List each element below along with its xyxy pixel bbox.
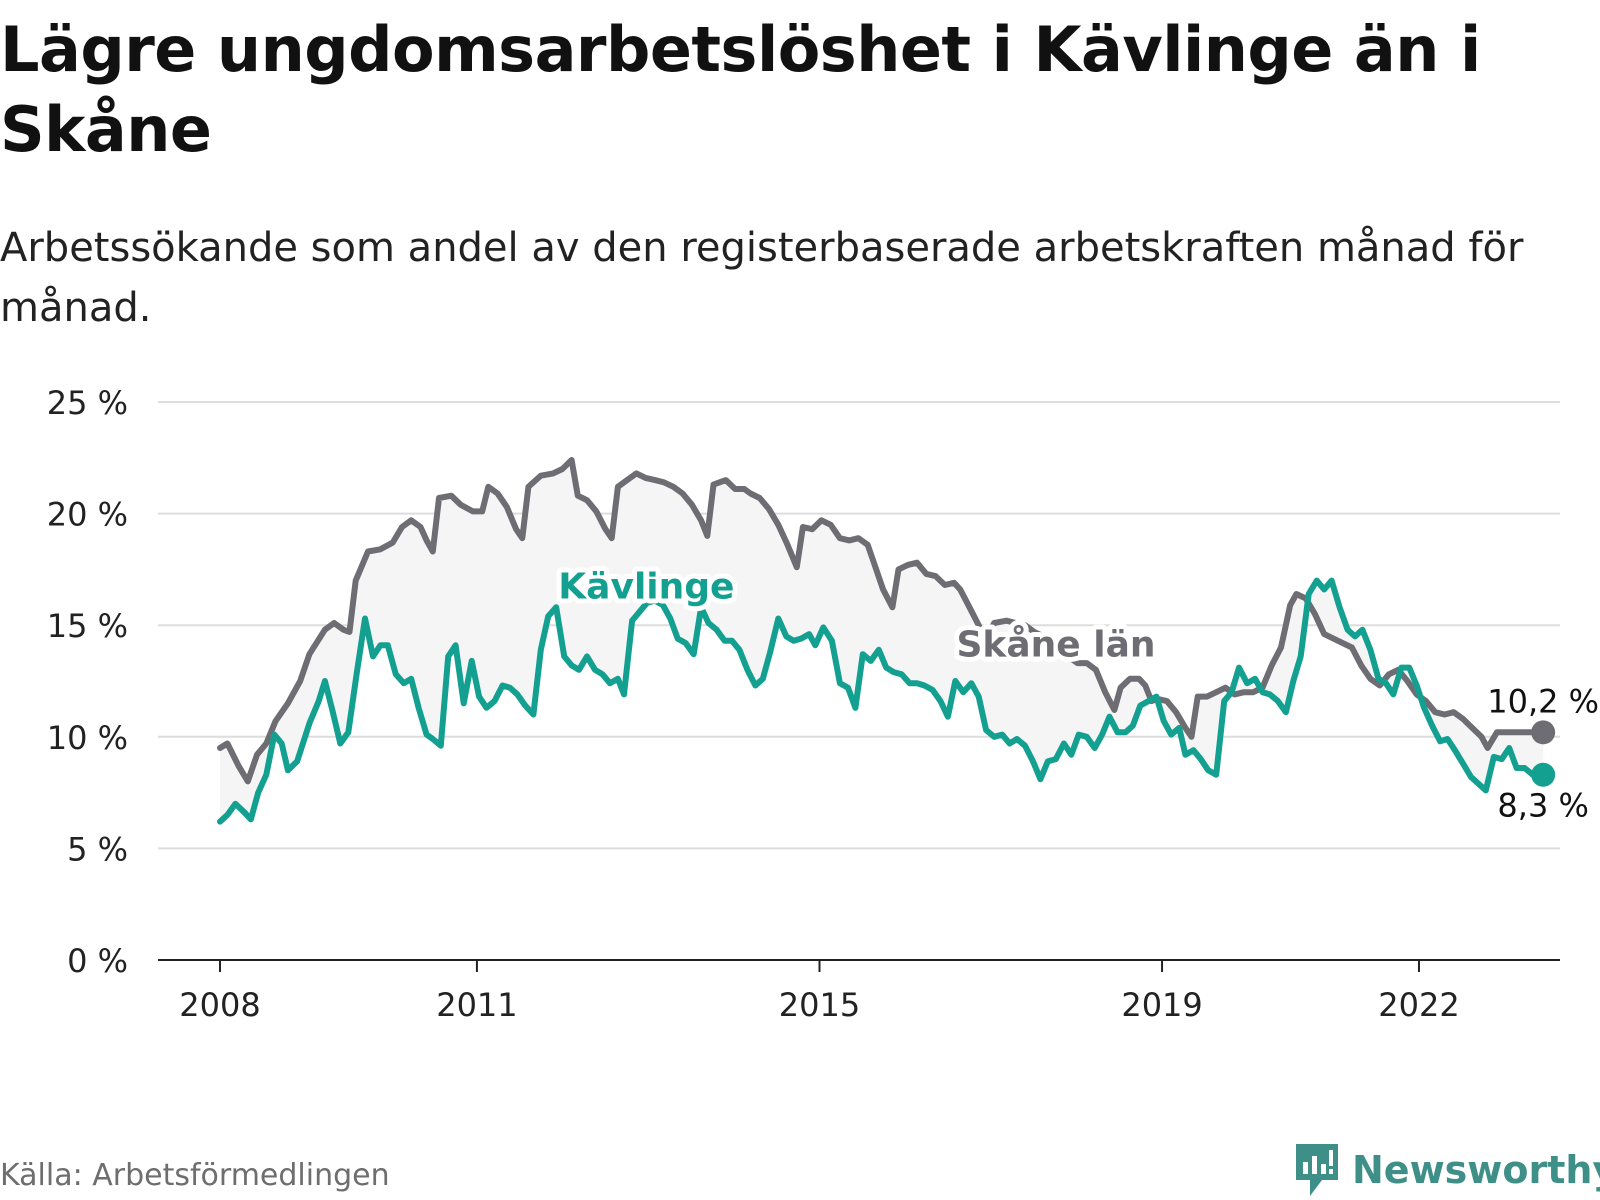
y-tick-label: 20 % bbox=[47, 496, 128, 534]
end-value-label-kavlinge: 8,3 % bbox=[1497, 787, 1588, 825]
y-tick-label: 15 % bbox=[47, 607, 128, 645]
end-point-kavlinge bbox=[1531, 762, 1556, 787]
chart-title: Lägre ungdomsarbetslöshet i Kävlinge än … bbox=[0, 13, 1481, 166]
brand-name: Newsworthy bbox=[1352, 1148, 1600, 1192]
series-line-kavlinge bbox=[217, 577, 1547, 825]
y-tick-label: 10 % bbox=[47, 719, 128, 757]
line-chart: 0 %5 %10 %15 %20 %25 % 2008 2011 2015 2019 2… bbox=[47, 384, 1599, 1024]
brand-logo: Newsworthy bbox=[1292, 1140, 1600, 1200]
series-label-kavlinge: Kävlinge bbox=[558, 566, 734, 607]
x-tick-label: 2022 bbox=[1378, 986, 1459, 1024]
end-point-skane bbox=[1531, 720, 1556, 745]
end-value-label-skane: 10,2 % bbox=[1487, 682, 1599, 720]
y-tick-label: 5 % bbox=[67, 830, 128, 868]
x-tick-label: 2015 bbox=[779, 986, 860, 1024]
series-label-skane: Skåne län bbox=[957, 624, 1156, 665]
y-axis: 0 % 5 % 10 % 15 % 20 % 25 % bbox=[47, 384, 128, 980]
x-tick-label: 2019 bbox=[1121, 986, 1202, 1024]
source-note: Källa: Arbetsförmedlingen bbox=[0, 1158, 390, 1193]
newsworthy-logo-icon bbox=[1296, 1144, 1338, 1196]
y-tick-label: 0 % bbox=[67, 942, 128, 980]
x-tick-label: 2011 bbox=[436, 986, 517, 1024]
chart-subtitle: Arbetssökande som andel av den registerb… bbox=[0, 225, 1524, 331]
series-line-skane bbox=[217, 457, 1547, 785]
y-tick-label: 25 % bbox=[47, 384, 128, 422]
x-tick-label: 2008 bbox=[179, 986, 260, 1024]
x-axis: 2008 2011 2015 2019 2022 bbox=[179, 960, 1460, 1024]
difference-area bbox=[220, 460, 1544, 822]
